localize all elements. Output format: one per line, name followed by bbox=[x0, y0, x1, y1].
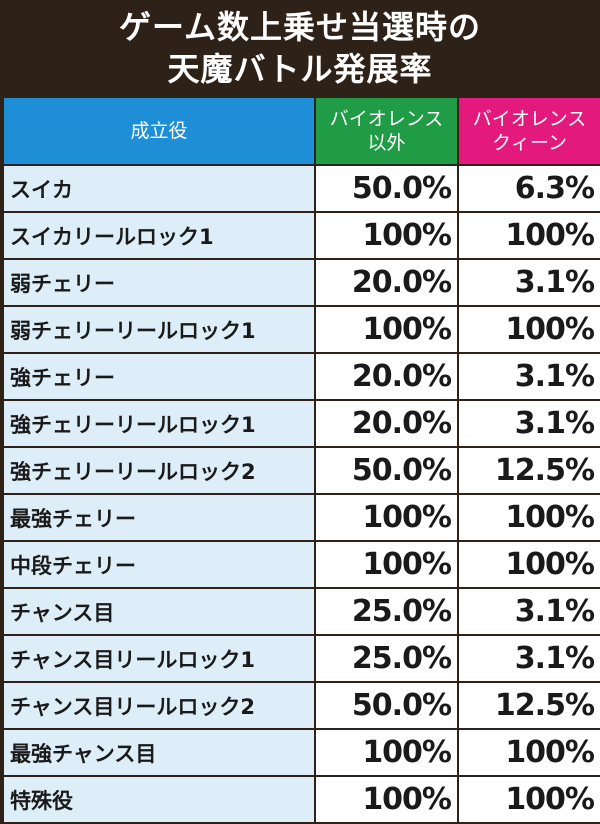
rate-violence-queen-cell: 100% bbox=[457, 305, 600, 354]
table-row: チャンス目 25.0% 3.1% bbox=[2, 587, 600, 636]
rate-non-violence-cell: 100% bbox=[314, 211, 459, 260]
row-role-cell: チャンス目リールロック1 bbox=[2, 634, 316, 683]
row-role-cell: 強チェリー bbox=[2, 352, 316, 401]
rate-non-violence-cell: 100% bbox=[314, 728, 459, 777]
table-row: チャンス目リールロック2 50.0% 12.5% bbox=[2, 681, 600, 730]
rate-violence-queen-cell: 100% bbox=[457, 493, 600, 542]
rate-non-violence-cell: 50.0% bbox=[314, 446, 459, 495]
rate-violence-queen-cell: 100% bbox=[457, 775, 600, 824]
rate-table: 成立役 バイオレンス 以外 バイオレンス クィーン スイカ 50.0% 6.3% スイ… bbox=[2, 96, 600, 824]
row-role-cell: スイカリールロック1 bbox=[2, 211, 316, 260]
rate-non-violence-cell: 100% bbox=[314, 540, 459, 589]
row-role-cell: 特殊役 bbox=[2, 775, 316, 824]
rate-violence-queen-cell: 12.5% bbox=[457, 681, 600, 730]
table-row: 特殊役 100% 100% bbox=[2, 775, 600, 824]
table-row: 弱チェリー 20.0% 3.1% bbox=[2, 258, 600, 307]
header-non-violence-line1: バイオレンス bbox=[329, 108, 444, 130]
table-row: スイカリールロック1 100% 100% bbox=[2, 211, 600, 260]
table-row: 最強チャンス目 100% 100% bbox=[2, 728, 600, 777]
table-row: 弱チェリーリールロック1 100% 100% bbox=[2, 305, 600, 354]
rate-non-violence-cell: 25.0% bbox=[314, 634, 459, 683]
table-row: 中段チェリー 100% 100% bbox=[2, 540, 600, 589]
row-role-cell: 弱チェリー bbox=[2, 258, 316, 307]
row-role-cell: 強チェリーリールロック1 bbox=[2, 399, 316, 448]
title-line-2: 天魔バトル発展率 bbox=[167, 50, 433, 88]
table-row: スイカ 50.0% 6.3% bbox=[2, 164, 600, 213]
rate-violence-queen-cell: 6.3% bbox=[457, 164, 600, 213]
table-row: 強チェリーリールロック2 50.0% 12.5% bbox=[2, 446, 600, 495]
row-role-cell: チャンス目リールロック2 bbox=[2, 681, 316, 730]
rate-non-violence-cell: 50.0% bbox=[314, 164, 459, 213]
rate-non-violence-cell: 50.0% bbox=[314, 681, 459, 730]
header-violence-queen: バイオレンス クィーン bbox=[457, 96, 600, 166]
rate-non-violence-cell: 25.0% bbox=[314, 587, 459, 636]
table-row: チャンス目リールロック1 25.0% 3.1% bbox=[2, 634, 600, 683]
rate-non-violence-cell: 100% bbox=[314, 305, 459, 354]
header-non-violence: バイオレンス 以外 bbox=[314, 96, 459, 166]
row-role-cell: 強チェリーリールロック2 bbox=[2, 446, 316, 495]
rate-non-violence-cell: 20.0% bbox=[314, 399, 459, 448]
title-line-1: ゲーム数上乗せ当選時の bbox=[118, 8, 482, 46]
rate-violence-queen-cell: 100% bbox=[457, 728, 600, 777]
table-row: 強チェリーリールロック1 20.0% 3.1% bbox=[2, 399, 600, 448]
rate-non-violence-cell: 20.0% bbox=[314, 258, 459, 307]
rate-violence-queen-cell: 3.1% bbox=[457, 258, 600, 307]
header-non-violence-line2: 以外 bbox=[367, 132, 406, 154]
rate-violence-queen-cell: 100% bbox=[457, 540, 600, 589]
rate-violence-queen-cell: 3.1% bbox=[457, 634, 600, 683]
rate-violence-queen-cell: 3.1% bbox=[457, 399, 600, 448]
rate-non-violence-cell: 100% bbox=[314, 775, 459, 824]
header-role: 成立役 bbox=[2, 96, 316, 166]
row-role-cell: 最強チャンス目 bbox=[2, 728, 316, 777]
rate-non-violence-cell: 100% bbox=[314, 493, 459, 542]
table-row: 最強チェリー 100% 100% bbox=[2, 493, 600, 542]
rate-violence-queen-cell: 3.1% bbox=[457, 352, 600, 401]
header-violence-queen-line2: クィーン bbox=[491, 132, 568, 154]
header-row: 成立役 バイオレンス 以外 バイオレンス クィーン bbox=[2, 96, 600, 166]
row-role-cell: 弱チェリーリールロック1 bbox=[2, 305, 316, 354]
row-role-cell: スイカ bbox=[2, 164, 316, 213]
rate-non-violence-cell: 20.0% bbox=[314, 352, 459, 401]
row-role-cell: 最強チェリー bbox=[2, 493, 316, 542]
header-violence-queen-line1: バイオレンス bbox=[472, 108, 587, 130]
page-title: ゲーム数上乗せ当選時の 天魔バトル発展率 bbox=[0, 0, 600, 96]
rate-violence-queen-cell: 12.5% bbox=[457, 446, 600, 495]
rate-violence-queen-cell: 3.1% bbox=[457, 587, 600, 636]
rate-violence-queen-cell: 100% bbox=[457, 211, 600, 260]
row-role-cell: 中段チェリー bbox=[2, 540, 316, 589]
table-row: 強チェリー 20.0% 3.1% bbox=[2, 352, 600, 401]
row-role-cell: チャンス目 bbox=[2, 587, 316, 636]
